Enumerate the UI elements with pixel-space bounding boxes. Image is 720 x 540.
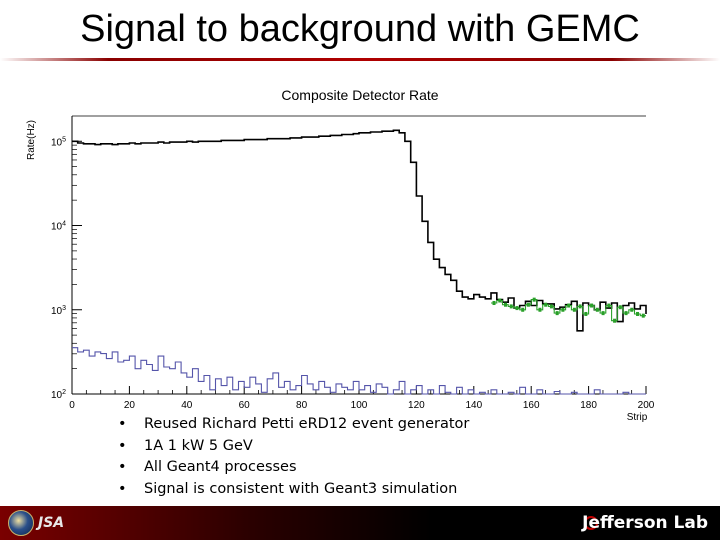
x-tick-label: 40 (181, 400, 193, 411)
x-tick-label: 160 (523, 400, 540, 411)
jefferson-lab-logo: Jefferson Lab (582, 513, 708, 533)
bullet-text: Reused Richard Petti eRD12 event generat… (144, 416, 470, 432)
series-point (584, 311, 588, 316)
x-tick-label: 200 (638, 400, 655, 411)
series-point (578, 304, 582, 309)
plot-area: 0 20 40 60 80 100 120 140 160 180 200 102 103 104 105 (51, 115, 655, 411)
series-point (538, 307, 542, 312)
series-point (561, 307, 565, 312)
series-point (544, 302, 548, 307)
series-line-2 (72, 347, 646, 395)
bullet-item: • Reused Richard Petti eRD12 event genera… (118, 414, 469, 436)
bullet-item: • Signal is consistent with Geant3 simula… (118, 479, 469, 501)
y-tick-label: 105 (51, 136, 66, 148)
series-point (521, 307, 525, 312)
series-point (555, 311, 559, 316)
series-line-0 (72, 129, 647, 332)
y-tick-label: 103 (51, 305, 66, 317)
y-tick-label: 104 (51, 221, 66, 233)
y-tick-label: 102 (51, 389, 66, 401)
x-tick-label: 140 (465, 400, 482, 411)
title-divider (0, 58, 720, 61)
series-point (509, 304, 513, 309)
bullet-text: 1A 1 kW 5 GeV (144, 437, 253, 454)
series-point (504, 302, 507, 307)
slide-title: Signal to background with GEMC (80, 8, 640, 50)
doe-seal-logo (8, 510, 34, 536)
series-point (595, 307, 599, 312)
x-tick-label: 60 (239, 400, 251, 411)
bullet-dot: • (118, 437, 127, 454)
x-tick-label: 0 (69, 400, 75, 411)
series-point (572, 307, 576, 312)
bullet-item: • 1A 1 kW 5 GeV (118, 436, 469, 458)
series-point (636, 311, 640, 316)
y-axis-label: Rate(Hz) (26, 120, 37, 160)
chart-title: Composite Detector Rate (281, 87, 438, 103)
series-point (549, 304, 553, 309)
series-point (567, 303, 571, 308)
x-tick-label: 100 (351, 400, 368, 411)
jsa-logo: JSA (38, 515, 65, 531)
series-point (618, 305, 622, 310)
bullet-item: • All Geant4 processes (118, 457, 469, 479)
bullet-dot: • (118, 459, 127, 475)
x-tick-label: 120 (408, 400, 425, 411)
series-point (590, 303, 594, 308)
composite-rate-chart: Composite Detector Rate Rate(Hz) Strip 0… (26, 87, 655, 423)
x-tick-label: 180 (580, 400, 597, 411)
series-point (492, 301, 496, 306)
series-point (498, 298, 502, 303)
bullet-text: All Geant4 processes (144, 459, 297, 475)
series-point (613, 318, 617, 323)
series-point (532, 297, 536, 302)
x-axis-label: Strip (627, 412, 648, 423)
footer-bar: JSA Jefferson Lab (0, 506, 720, 540)
series-point (515, 306, 519, 311)
series-point (607, 303, 611, 308)
bullet-dot: • (118, 416, 127, 432)
series-point (526, 302, 530, 307)
series-point (601, 311, 605, 316)
series-point (624, 311, 628, 316)
jefferson-lab-mark-icon (584, 516, 598, 530)
bullet-dot: • (118, 480, 127, 497)
x-tick-label: 20 (124, 400, 136, 411)
series-point (630, 307, 634, 312)
x-tick-label: 80 (296, 400, 308, 411)
series-point (641, 313, 645, 318)
bullet-list: • Reused Richard Petti eRD12 event genera… (118, 414, 469, 500)
bullet-text: Signal is consistent with Geant3 simulat… (144, 480, 458, 497)
